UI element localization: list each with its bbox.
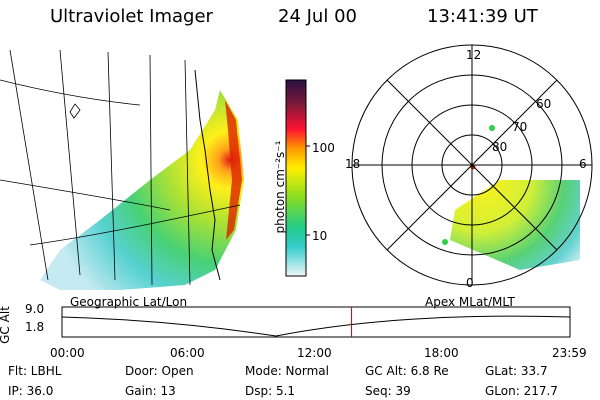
mode-status: Mode: Normal bbox=[245, 364, 329, 378]
image-time: 13:41:39 UT bbox=[427, 6, 538, 27]
instrument-title: Ultraviolet Imager bbox=[50, 6, 213, 27]
polar-plot bbox=[351, 44, 593, 286]
timeline-ytick-max: 9.0 bbox=[25, 302, 45, 316]
colorbar bbox=[285, 79, 310, 277]
mlat-label-80: 80 bbox=[492, 140, 508, 154]
geographic-image bbox=[0, 49, 244, 290]
colorbar-unit-label: photon cm⁻²s⁻¹ bbox=[273, 140, 287, 234]
mlat-label-60: 60 bbox=[536, 97, 552, 111]
geographic-caption: Geographic Lat/Lon bbox=[70, 295, 188, 309]
door-status: Door: Open bbox=[125, 364, 194, 378]
polar-caption: Apex MLat/MLT bbox=[425, 295, 515, 309]
timeline-ytick-min: 1.8 bbox=[25, 320, 45, 334]
timeline-plot bbox=[61, 306, 571, 338]
ip-status: IP: 36.0 bbox=[8, 384, 54, 398]
mlt-label-18: 18 bbox=[345, 157, 361, 171]
gain-status: Gain: 13 bbox=[125, 384, 176, 398]
colorbar-tick-10: 10 bbox=[312, 229, 328, 243]
timeline-xtick-2359: 23:59 bbox=[552, 346, 587, 360]
mlt-label-6: 6 bbox=[579, 157, 587, 171]
timeline-xtick-0600: 06:00 bbox=[170, 346, 205, 360]
gc-alt-status: GC Alt: 6.8 Re bbox=[365, 364, 449, 378]
filter-status: Flt: LBHL bbox=[8, 364, 62, 378]
mlt-label-12: 12 bbox=[466, 48, 482, 62]
timeline-xtick-1800: 18:00 bbox=[424, 346, 459, 360]
glon-status: GLon: 217.7 bbox=[485, 384, 558, 398]
mlat-label-70: 70 bbox=[512, 120, 528, 134]
timeline-xtick-1200: 12:00 bbox=[297, 346, 332, 360]
glat-status: GLat: 33.7 bbox=[485, 364, 548, 378]
colorbar-tick-100: 100 bbox=[312, 141, 335, 155]
timeline-xtick-0000: 00:00 bbox=[50, 346, 85, 360]
image-date: 24 Jul 00 bbox=[278, 6, 357, 27]
dsp-status: Dsp: 5.1 bbox=[245, 384, 296, 398]
mlt-label-0: 0 bbox=[466, 276, 474, 290]
seq-status: Seq: 39 bbox=[365, 384, 411, 398]
